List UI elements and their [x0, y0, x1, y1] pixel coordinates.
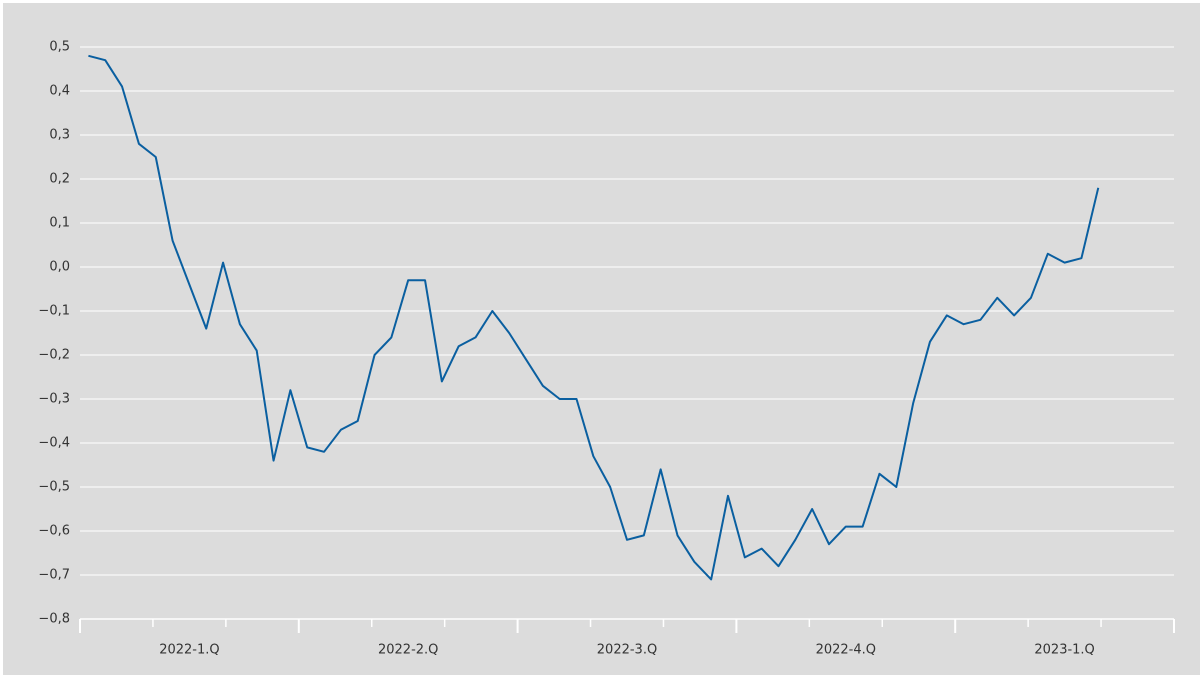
y-tick-label: 0,0 — [49, 260, 70, 275]
y-tick-label: −0,7 — [38, 568, 70, 583]
line-series — [88, 54, 1100, 581]
y-tick-label: 0,5 — [49, 40, 70, 55]
y-tick-label: 0,1 — [49, 216, 70, 231]
x-tick-label: 2022-1.Q — [159, 643, 219, 658]
x-tick-label: 2022-3.Q — [597, 643, 657, 658]
y-tick-label: 0,3 — [49, 128, 70, 143]
y-tick-label: −0,1 — [38, 304, 70, 319]
y-tick-label: −0,3 — [38, 392, 70, 407]
y-tick-label: −0,2 — [38, 348, 70, 363]
x-tick-label: 2022-2.Q — [378, 643, 438, 658]
y-tick-label: −0,5 — [38, 480, 70, 495]
y-tick-label: 0,2 — [49, 172, 70, 187]
x-tick-label: 2022-4.Q — [816, 643, 876, 658]
y-tick-label: −0,6 — [38, 524, 70, 539]
x-tick-label: 2023-1.Q — [1034, 643, 1094, 658]
y-tick-label: −0,4 — [38, 436, 70, 451]
y-tick-label: −0,8 — [38, 612, 70, 627]
y-tick-label: 0,4 — [49, 84, 70, 99]
background — [3, 3, 1200, 675]
